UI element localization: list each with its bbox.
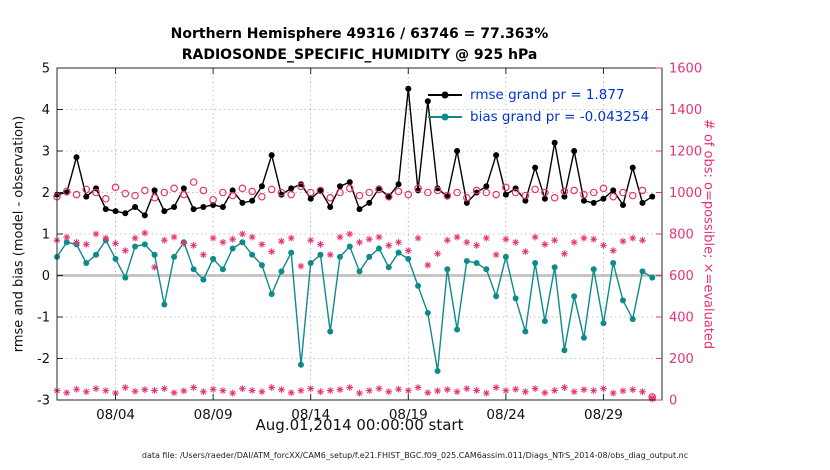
legend: rmse grand pr = 1.877 bias grand pr = -0… — [428, 84, 649, 128]
series-evaluated_obs — [53, 229, 656, 402]
y-axis-label-right: # of obs: o=possible; ×=evaluated — [700, 118, 716, 350]
legend-item-rmse: rmse grand pr = 1.877 — [428, 84, 649, 106]
legend-marker-rmse — [428, 91, 462, 99]
series-bottom_row_obs — [53, 384, 656, 403]
y-right-tick-label: 0 — [669, 394, 677, 409]
legend-marker-rmse-dot — [441, 91, 449, 99]
data-file-caption: data file: /Users/raeder/DAI/ATM_forcXX/… — [141, 451, 689, 460]
y-left-tick-label: 0 — [42, 269, 50, 284]
x-axis-label: Aug.01,2014 00:00:00 start — [255, 416, 464, 434]
chart-title-line2: RADIOSONDE_SPECIFIC_HUMIDITY @ 925 hPa — [181, 47, 538, 63]
x-tick-label: 08/19 — [389, 407, 428, 423]
y-right-tick-label: 1200 — [669, 145, 702, 160]
x-tick-label: 08/29 — [584, 407, 623, 423]
y-right-tick-label: 1400 — [669, 103, 702, 118]
y-right-tick-label: 600 — [669, 269, 694, 284]
x-tick-label: 08/09 — [194, 407, 233, 423]
x-tick-label: 08/14 — [291, 407, 330, 423]
y-left-tick-label: 4 — [42, 103, 50, 118]
legend-label-bias: bias grand pr = -0.043254 — [470, 109, 650, 125]
legend-marker-bias — [428, 113, 462, 121]
y-left-tick-label: 5 — [42, 62, 50, 77]
x-tick-label: 08/04 — [96, 407, 135, 423]
chart-title-line1: Northern Hemisphere 49316 / 63746 = 77.3… — [170, 26, 549, 42]
y-right-tick-label: 800 — [669, 228, 694, 243]
y-right-tick-label: 400 — [669, 311, 694, 326]
y-right-tick-label: 200 — [669, 352, 694, 367]
y-axis-label-left: rmse and bias (model - observation) — [11, 115, 27, 353]
legend-label-rmse: rmse grand pr = 1.877 — [470, 87, 625, 103]
tick-marks: 5 4 3 2 1 0 -1 -2 -3 1600 1400 1200 1000 800 600 400 200… — [37, 62, 702, 424]
series-possible_obs — [53, 178, 657, 401]
y-left-tick-label: -3 — [37, 394, 50, 409]
y-left-tick-label: -1 — [37, 311, 50, 326]
y-right-tick-label: 1000 — [669, 186, 702, 201]
y-left-tick-label: 3 — [42, 145, 50, 160]
series-rmse — [54, 85, 656, 219]
y-right-tick-label: 1600 — [669, 62, 702, 77]
y-left-tick-label: -2 — [37, 352, 50, 367]
x-tick-label: 08/24 — [486, 407, 525, 423]
y-left-tick-label: 2 — [42, 186, 50, 201]
legend-marker-bias-dot — [441, 113, 449, 121]
y-left-tick-label: 1 — [42, 228, 50, 243]
series-bias — [54, 237, 656, 374]
legend-item-bias: bias grand pr = -0.043254 — [428, 106, 649, 128]
